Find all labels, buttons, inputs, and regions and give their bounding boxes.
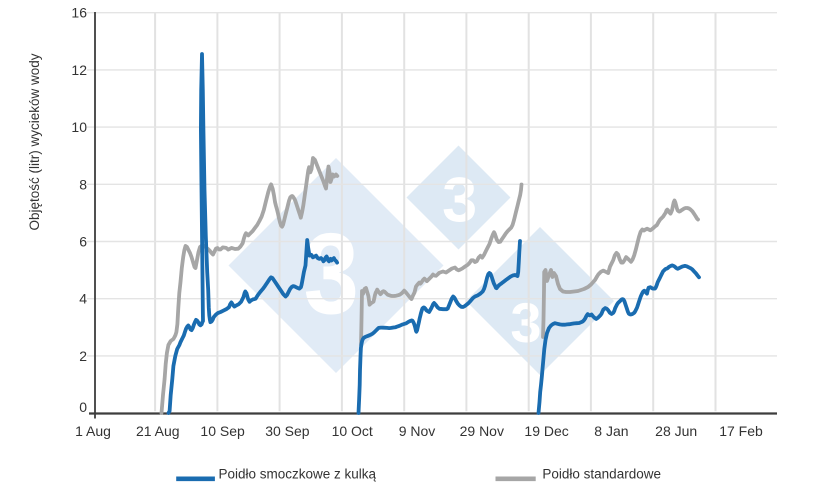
svg-text:Poidło smoczkowe z kulką: Poidło smoczkowe z kulką	[219, 467, 377, 482]
svg-text:30 Sep: 30 Sep	[265, 423, 310, 439]
svg-text:12: 12	[71, 62, 87, 78]
svg-text:0: 0	[79, 399, 87, 415]
svg-text:10 Oct: 10 Oct	[332, 423, 373, 439]
svg-text:3: 3	[442, 166, 477, 236]
svg-text:21 Aug: 21 Aug	[136, 423, 180, 439]
svg-text:8: 8	[79, 176, 87, 192]
svg-text:3: 3	[304, 208, 359, 338]
svg-text:29 Nov: 29 Nov	[460, 423, 504, 439]
svg-text:16: 16	[71, 5, 87, 21]
svg-text:9 Nov: 9 Nov	[399, 423, 436, 439]
svg-text:10: 10	[71, 119, 87, 135]
svg-text:3: 3	[510, 291, 541, 354]
svg-text:4: 4	[79, 291, 87, 307]
svg-text:3: 3	[510, 291, 541, 354]
svg-text:3: 3	[442, 166, 477, 236]
svg-text:19 Dec: 19 Dec	[524, 423, 568, 439]
svg-text:1 Aug: 1 Aug	[75, 423, 111, 439]
svg-text:10 Sep: 10 Sep	[200, 423, 245, 439]
svg-text:2: 2	[79, 348, 87, 364]
svg-text:3: 3	[304, 208, 359, 338]
svg-text:6: 6	[79, 234, 87, 250]
svg-text:17 Feb: 17 Feb	[719, 423, 763, 439]
svg-text:Objętość (litr) wycieków wody: Objętość (litr) wycieków wody	[27, 53, 42, 230]
svg-text:28 Jun: 28 Jun	[655, 423, 697, 439]
svg-text:8 Jan: 8 Jan	[594, 423, 628, 439]
svg-text:Poidło standardowe: Poidło standardowe	[542, 467, 661, 482]
